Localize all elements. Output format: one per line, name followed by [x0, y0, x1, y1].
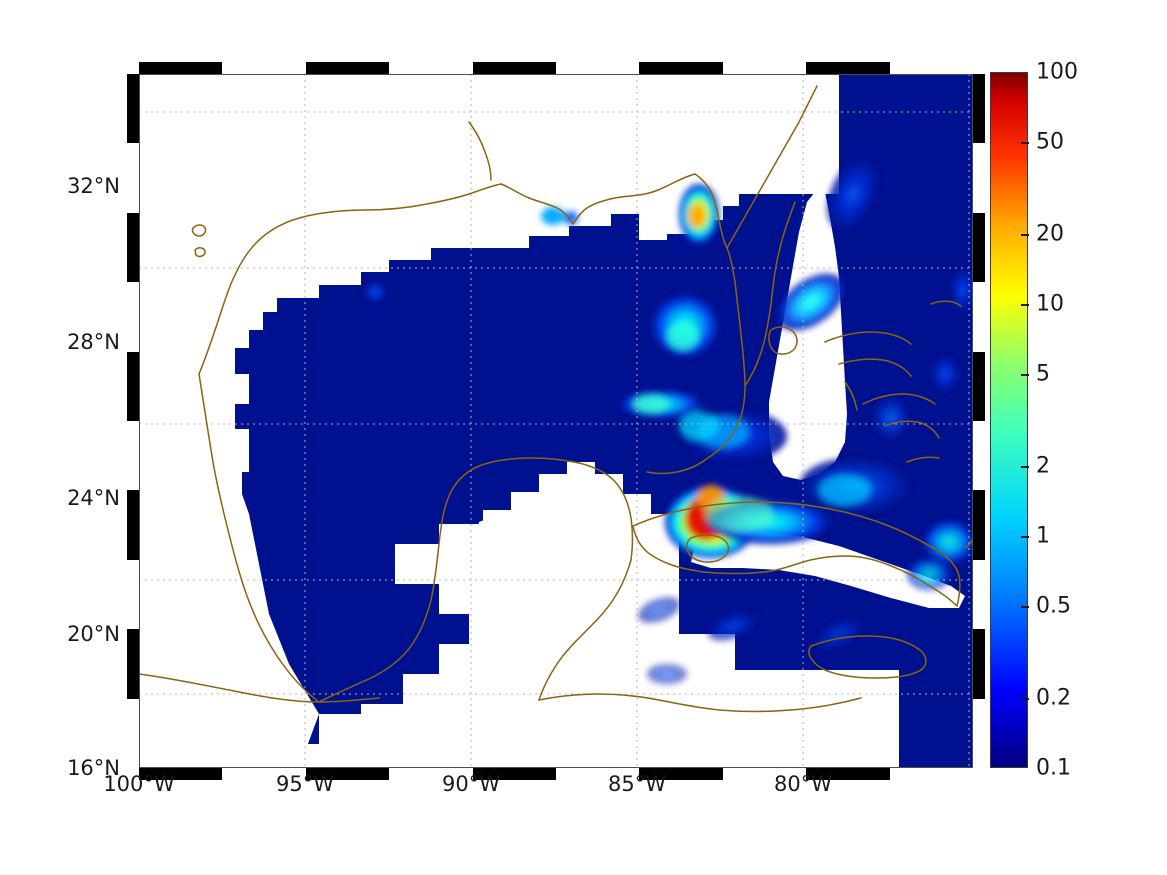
- axis-band-segment: [127, 351, 139, 421]
- axis-band-segment: [973, 212, 985, 283]
- colorbar-tick-label-7: 0.5: [1036, 593, 1071, 619]
- axis-band-segment: [127, 282, 139, 352]
- axis-band-segment: [389, 62, 473, 74]
- colorbar-tick-7: [1021, 605, 1029, 608]
- axis-band-segment: [639, 768, 723, 780]
- axis-band-segment: [127, 74, 139, 144]
- axis-band-segment: [722, 768, 807, 780]
- colorbar-tick-6: [1021, 536, 1029, 538]
- axis-band-segment: [639, 62, 723, 74]
- colorbar-tick-label-6: 1: [1036, 523, 1050, 549]
- x-tick-label-1: 95°W: [276, 772, 334, 796]
- y-tick-label-4: 16°N: [67, 756, 120, 780]
- axis-band-segment: [806, 62, 890, 74]
- colorbar-tick-label-4: 5: [1036, 361, 1050, 387]
- axis-band-segment: [127, 143, 139, 213]
- axis-band-segment: [389, 768, 473, 780]
- colorbar-tick-1: [1021, 141, 1029, 144]
- axis-band-segment: [222, 768, 306, 780]
- colorbar-tick-label-8: 0.2: [1036, 685, 1071, 711]
- axis-band-segment: [127, 698, 139, 768]
- axis-band-segment: [973, 351, 985, 421]
- axis-band-segment: [472, 62, 556, 74]
- axis-band-segment: [889, 768, 973, 780]
- colorbar-tick-label-2: 20: [1036, 221, 1064, 247]
- map-plot-area[interactable]: [139, 74, 973, 768]
- axis-band-segment: [722, 62, 807, 74]
- axis-band-segment: [556, 62, 640, 74]
- colorbar-tick-8: [1021, 698, 1029, 701]
- axis-band-segment: [973, 282, 985, 352]
- colorbar[interactable]: [990, 72, 1028, 768]
- map-canvas: [139, 74, 973, 768]
- colorbar-tick-label-1: 50: [1036, 129, 1064, 155]
- axis-band-segment: [139, 768, 223, 780]
- axis-band-segment: [127, 490, 139, 560]
- axis-band-segment: [973, 74, 985, 144]
- axis-band-segment: [973, 490, 985, 560]
- y-tick-label-3: 20°N: [67, 622, 120, 646]
- axis-band-segment: [127, 212, 139, 283]
- axis-band-segment: [806, 768, 890, 780]
- colorbar-tick-2: [1021, 234, 1029, 237]
- y-tick-label-1: 28°N: [67, 330, 120, 354]
- axis-band-segment: [889, 62, 973, 74]
- axis-band-segment: [556, 768, 640, 780]
- coastline-overlay: [139, 85, 973, 713]
- axis-band-segment: [973, 421, 985, 491]
- axis-band-segment: [472, 768, 556, 780]
- axis-band-segment: [139, 62, 223, 74]
- axis-band-segment: [973, 143, 985, 213]
- axis-band-segment: [305, 62, 390, 74]
- x-tick-label-3: 85°W: [608, 772, 666, 796]
- colorbar-tick-label-9: 0.1: [1036, 755, 1071, 781]
- axis-band-left: [127, 68, 139, 774]
- x-tick-label-2: 90°W: [442, 772, 500, 796]
- colorbar-tick-4: [1021, 373, 1029, 376]
- axis-band-segment: [127, 559, 139, 630]
- colorbar-tick-label-3: 10: [1036, 291, 1064, 317]
- graticule-gridlines: [139, 74, 973, 768]
- x-tick-label-4: 80°W: [774, 772, 832, 796]
- colorbar-tick-3: [1021, 304, 1029, 306]
- axis-band-segment: [127, 629, 139, 699]
- chlorophyll-raster: [139, 74, 973, 768]
- axis-band-top: [133, 62, 979, 74]
- x-tick-label-0: 100°W: [103, 772, 175, 796]
- y-tick-label-0: 32°N: [67, 174, 120, 198]
- colorbar-tick-label-0: 100: [1036, 59, 1078, 85]
- axis-band-segment: [973, 559, 985, 630]
- axis-band-right: [973, 68, 985, 774]
- colorbar-tick-label-5: 2: [1036, 453, 1050, 479]
- axis-band-segment: [973, 629, 985, 699]
- colorbar-gradient: [991, 73, 1027, 767]
- axis-band-segment: [973, 698, 985, 768]
- axis-band-segment: [305, 768, 390, 780]
- y-tick-label-2: 24°N: [67, 486, 120, 510]
- axis-band-segment: [127, 421, 139, 491]
- axis-band-segment: [222, 62, 306, 74]
- colorbar-tick-5: [1021, 466, 1029, 469]
- axis-band-bottom: [133, 768, 979, 780]
